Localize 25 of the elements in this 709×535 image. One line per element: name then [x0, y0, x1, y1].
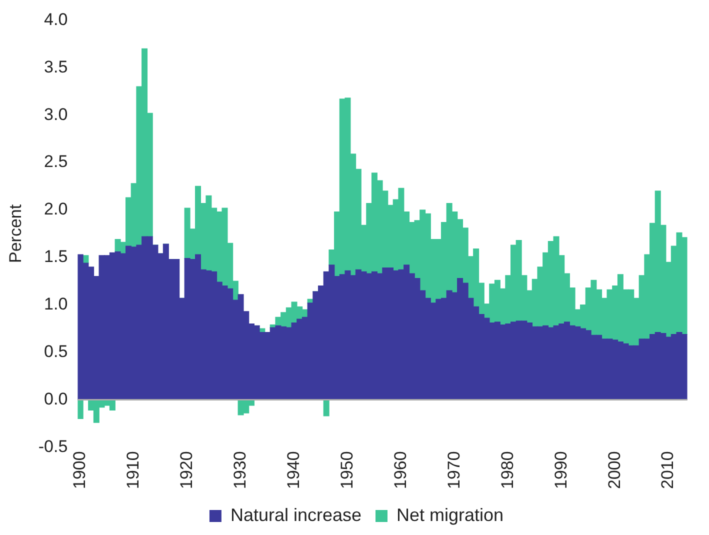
x-tick-label: 1970	[444, 451, 464, 490]
x-tick-label: 1900	[70, 451, 90, 490]
y-tick-label: 2.5	[44, 152, 68, 172]
x-tick-label: 1940	[284, 451, 303, 490]
x-tick-label: 2010	[658, 451, 678, 490]
y-tick-label: 3.5	[44, 57, 68, 76]
x-tick-label: 1950	[337, 451, 356, 490]
x-tick-label: 1910	[124, 451, 143, 490]
y-tick-label: 4.0	[44, 10, 68, 29]
x-tick-label: 1930	[230, 451, 250, 490]
y-tick-label: 3.0	[44, 104, 68, 124]
x-tick-label: 1920	[177, 451, 196, 490]
y-tick-label: -0.5	[38, 436, 68, 456]
x-tick-label: 1990	[551, 451, 570, 490]
y-tick-label: 2.0	[44, 200, 68, 219]
legend-label: Natural increase	[230, 504, 362, 525]
x-tick-label: 2000	[604, 451, 624, 490]
y-tick-label: 1.5	[44, 247, 68, 266]
legend-label: Net migration	[396, 504, 504, 525]
x-tick-label: 1980	[498, 451, 517, 490]
y-axis-title: Percent	[6, 204, 25, 263]
y-tick-label: 0.0	[44, 389, 68, 408]
x-tick-label: 1960	[390, 451, 410, 490]
y-tick-label: 1.0	[44, 294, 68, 314]
y-tick-label: 0.5	[44, 342, 68, 361]
